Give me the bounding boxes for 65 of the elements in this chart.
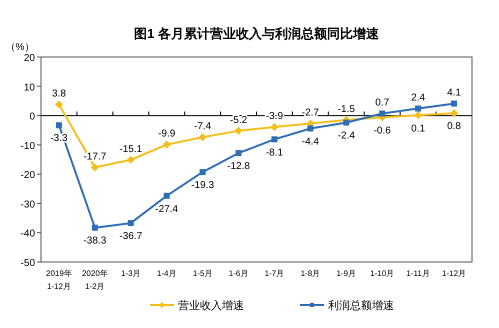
point [234,126,243,135]
chart-title: 图1 各月累计营业收入与利润总额同比增速 [134,26,380,41]
point [54,100,63,108]
point [126,156,135,164]
y-tick-label: 0 [29,112,36,123]
x-tick-label: 1-4月 [156,269,176,278]
x-tick-label: 1-8月 [300,269,320,278]
data-label: -4.4 [302,136,320,148]
point [307,125,314,132]
x-tick-label: 1-9月 [336,269,356,278]
data-label: -38.3 [83,236,107,247]
y-tick-label: 10 [24,82,36,94]
point [271,136,278,142]
x-tick-label: 1-3月 [121,269,141,278]
x-tick-label: 2019年 1-12月 [46,269,72,291]
point [451,100,458,107]
y-tick-label: -10 [20,140,36,152]
data-label: 4.1 [447,88,462,99]
x-tick-label: 1-12月 [442,269,466,278]
data-label: -5.2 [230,114,248,126]
y-tick-label: -30 [20,199,36,210]
data-label: -7.4 [194,121,212,132]
point [56,122,62,128]
point [92,224,98,231]
point [198,133,207,142]
point [164,192,170,199]
point [343,120,350,126]
point [128,220,134,226]
data-label: 0.8 [447,121,462,132]
point [414,111,422,120]
data-label: -1.5 [338,104,356,115]
y-tick-label: 20 [24,53,36,64]
legend-label: 利润总额增速 [328,299,394,312]
point [162,140,171,149]
x-tick-label: 1-5月 [192,269,212,278]
data-label: -19.3 [191,180,214,192]
data-label: 0.7 [375,98,390,109]
x-tick-label: 1-11月 [406,269,430,278]
point [415,106,422,112]
x-tick-label: 1-10月 [370,269,394,278]
y-tick-label: -20 [20,170,36,182]
data-label: -12.8 [227,161,250,172]
legend-label: 营业收入增速 [178,299,244,312]
data-label: -36.7 [119,231,143,242]
point [450,109,458,118]
point [236,150,242,156]
x-tick-label: 1-6月 [228,269,248,278]
data-label: -27.4 [155,204,179,215]
data-label: -15.1 [119,144,143,155]
x-tick-label: 1-7月 [264,269,284,278]
y-tick-label: -40 [20,228,36,240]
data-label: -2.4 [338,130,356,142]
point [379,110,386,117]
y-axis-title: （%） [6,42,34,53]
x-tick-label: 2020年 1-2月 [82,269,108,291]
data-label: -0.6 [374,125,392,136]
point [270,122,278,131]
data-label: -8.1 [266,147,284,158]
data-label: -9.9 [158,128,176,140]
point [200,169,206,176]
data-label: 0.1 [411,123,426,134]
y-tick-label: -50 [20,258,36,269]
data-label: 2.4 [411,92,426,104]
point [90,163,99,172]
data-label: 3.8 [52,88,66,100]
